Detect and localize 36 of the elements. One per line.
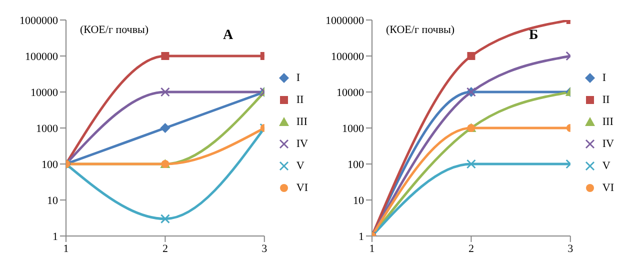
y-tick-label: 10000 <box>336 86 364 99</box>
x-tick-label: 2 <box>468 242 474 255</box>
y-tick-label: 1 <box>52 230 58 243</box>
legend-label: IV <box>296 137 308 152</box>
legend-label: II <box>602 93 610 108</box>
legend-label: VI <box>296 181 308 196</box>
x-tick-label: 1 <box>63 242 69 255</box>
y-tick-label: 1000 <box>342 122 364 135</box>
annotation: (КОЕ/г почвы) <box>80 24 149 36</box>
y-tick-label: 100 <box>42 158 58 171</box>
annotation: (КОЕ/г почвы) <box>386 24 455 36</box>
y-tick-label: 10000 <box>30 86 58 99</box>
legend-label: II <box>296 93 304 108</box>
legend-label: VI <box>602 181 614 196</box>
y-tick-label: 10 <box>353 194 364 207</box>
y-tick-label: 1 <box>358 230 364 243</box>
legend-label: III <box>602 115 614 130</box>
text: А <box>223 28 234 44</box>
y-tick-label: 100 <box>348 158 364 171</box>
y-tick-label: 100000 <box>25 50 58 63</box>
y-tick-label: 1000000 <box>326 14 364 27</box>
legend-label: I <box>602 71 606 86</box>
x-tick-label: 3 <box>262 242 268 255</box>
legend-label: IV <box>602 137 614 152</box>
legend-label: V <box>296 159 304 174</box>
x-tick-label: 1 <box>369 242 375 255</box>
y-tick-label: 1000 <box>36 122 58 135</box>
y-tick-label: 10 <box>47 194 58 207</box>
legend-label: V <box>602 159 610 174</box>
x-tick-label: 2 <box>162 242 168 255</box>
y-tick-label: 100000 <box>331 50 364 63</box>
x-tick-label: 3 <box>568 242 574 255</box>
legend-label: I <box>296 71 300 86</box>
y-tick-label: 1000000 <box>20 14 58 27</box>
legend-label: III <box>296 115 308 130</box>
text: Б <box>529 28 538 44</box>
